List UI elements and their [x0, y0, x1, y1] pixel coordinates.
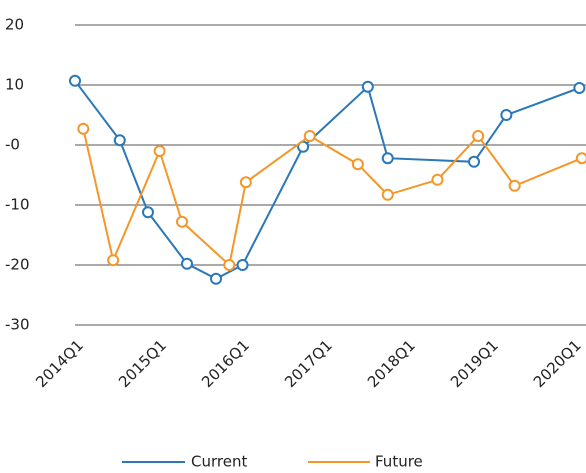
x-tick-label: 2018Q1	[364, 336, 419, 391]
point	[351, 158, 364, 171]
y-tick-label: 20	[5, 16, 24, 34]
legend-label: Current	[191, 453, 247, 471]
x-tick-label: 2016Q1	[198, 336, 253, 391]
point	[573, 82, 586, 94]
point	[107, 254, 120, 267]
point	[223, 259, 236, 271]
point	[153, 145, 166, 157]
point	[575, 152, 586, 165]
y-tick-label: -0	[5, 136, 20, 154]
point	[431, 173, 444, 186]
y-tick-label: -10	[5, 196, 30, 214]
point	[142, 206, 154, 219]
y-tick-label: -20	[5, 256, 30, 274]
point	[210, 272, 223, 285]
x-tick-label: 2014Q1	[32, 336, 87, 391]
point	[176, 215, 189, 228]
point	[472, 130, 485, 142]
point	[508, 179, 521, 192]
point	[236, 259, 249, 271]
y-tick-label: -30	[5, 316, 30, 334]
point	[69, 74, 81, 87]
x-tick-label: 2019Q1	[447, 336, 502, 391]
point	[361, 80, 374, 93]
point	[239, 176, 252, 189]
point	[500, 109, 513, 121]
point	[180, 257, 193, 270]
point	[381, 152, 394, 165]
legend-label: Future	[375, 453, 423, 471]
point	[303, 130, 316, 142]
series-line	[74, 80, 580, 280]
point	[113, 134, 126, 147]
x-tick-label: 2020Q1	[530, 336, 585, 391]
point	[468, 155, 481, 168]
point	[381, 188, 394, 201]
point	[77, 122, 90, 135]
x-tick-label: 2015Q1	[115, 336, 170, 391]
y-tick-label: 10	[5, 76, 24, 94]
x-tick-label: 2017Q1	[281, 336, 336, 391]
